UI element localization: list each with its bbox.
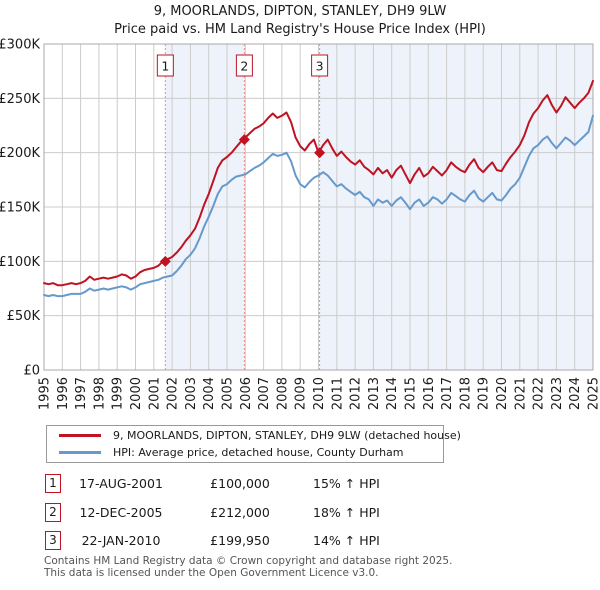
x-axis-label: 2007 — [257, 377, 272, 410]
x-axis-label: 2005 — [221, 377, 236, 410]
transaction-row: 3 22-JAN-2010 £199,950 14% ↑ HPI — [0, 531, 600, 550]
y-axis-label: £0 — [23, 364, 40, 379]
x-axis-label: 2015 — [404, 377, 419, 410]
x-axis-label: 2006 — [239, 377, 254, 410]
x-axis-label: 2009 — [294, 377, 309, 410]
sale-marker-label: 2 — [240, 59, 248, 74]
x-axis-label: 2004 — [202, 377, 217, 410]
sale-marker-label: 1 — [161, 59, 169, 74]
x-axis-label: 2022 — [532, 377, 547, 410]
x-axis-label: 2021 — [513, 377, 528, 410]
hpi-series-line — [43, 114, 594, 298]
x-axis-label: 2000 — [129, 377, 144, 410]
x-axis-label: 2024 — [568, 377, 583, 410]
footer-line-2: This data is licensed under the Open Gov… — [44, 567, 379, 579]
x-axis-label: 2023 — [550, 377, 565, 410]
legend-label: 9, MOORLANDS, DIPTON, STANLEY, DH9 9LW (… — [113, 429, 461, 442]
x-axis-label: 2018 — [458, 377, 473, 410]
sale-marker-label-box — [235, 54, 253, 77]
transaction-row: 1 17-AUG-2001 £100,000 15% ↑ HPI — [0, 474, 600, 493]
y-axis-label: £300K — [0, 38, 40, 53]
x-axis-label: 2025 — [587, 377, 600, 410]
x-axis-label: 2003 — [184, 377, 199, 410]
x-axis-label: 1998 — [92, 377, 107, 410]
transaction-price: £199,950 — [210, 533, 270, 548]
x-axis-label: 2013 — [367, 377, 382, 410]
transaction-row: 2 12-DEC-2005 £212,000 18% ↑ HPI — [0, 503, 600, 522]
x-axis-label: 2011 — [330, 377, 345, 410]
legend-label: HPI: Average price, detached house, Coun… — [113, 446, 404, 459]
x-axis-label: 2017 — [440, 377, 455, 410]
transaction-price: £100,000 — [210, 476, 270, 491]
chart-title: 9, MOORLANDS, DIPTON, STANLEY, DH9 9LW — [153, 4, 447, 19]
x-axis-label: 2014 — [385, 377, 400, 410]
x-axis-label: 2010 — [312, 377, 327, 410]
sale-marker-diamond — [159, 255, 171, 267]
sale-marker-label: 3 — [316, 59, 324, 74]
chart-subtitle: Price paid vs. HM Land Registry's House … — [114, 22, 486, 37]
x-axis-label: 1997 — [74, 377, 89, 410]
transaction-number-badge: 2 — [45, 503, 61, 522]
sale-marker-diamond — [238, 134, 250, 146]
transaction-date: 22-JAN-2010 — [81, 533, 161, 548]
y-axis-label: £200K — [0, 146, 40, 161]
y-axis-label: £50K — [7, 309, 41, 324]
x-axis-label: 2002 — [166, 377, 181, 410]
transaction-date: 17-AUG-2001 — [79, 476, 163, 491]
x-axis-label: 1996 — [56, 377, 71, 410]
x-axis-label: 2016 — [422, 377, 437, 410]
transaction-hpi-change: 15% ↑ HPI — [313, 476, 380, 491]
sale-marker-label-box — [311, 54, 329, 77]
x-axis-label: 2019 — [477, 377, 492, 410]
chart-legend: 9, MOORLANDS, DIPTON, STANLEY, DH9 9LW (… — [46, 425, 461, 463]
x-axis-label: 2008 — [275, 377, 290, 410]
y-axis-label: £150K — [0, 201, 40, 216]
footer-line-1: Contains HM Land Registry data © Crown c… — [44, 555, 453, 567]
property-line-swatch — [59, 434, 101, 437]
x-axis-label: 1995 — [38, 377, 53, 410]
x-axis-label: 2020 — [495, 377, 510, 410]
transaction-hpi-change: 14% ↑ HPI — [313, 533, 380, 548]
transaction-date: 12-DEC-2005 — [79, 505, 163, 520]
x-axis-label: 2001 — [147, 377, 162, 410]
transaction-hpi-change: 18% ↑ HPI — [313, 505, 380, 520]
sale-marker-diamond — [314, 147, 326, 159]
x-axis-label: 1999 — [111, 377, 126, 410]
legend-row: 9, MOORLANDS, DIPTON, STANLEY, DH9 9LW (… — [59, 427, 461, 444]
transaction-number-badge: 1 — [45, 474, 61, 493]
y-axis-label: £100K — [0, 255, 40, 270]
transaction-number-badge: 3 — [45, 531, 61, 550]
hpi-line-swatch — [59, 451, 101, 454]
plot-border — [43, 43, 594, 371]
footer-attribution: Contains HM Land Registry data © Crown c… — [44, 555, 452, 579]
x-axis-label: 2012 — [349, 377, 364, 410]
legend-row: HPI: Average price, detached house, Coun… — [59, 444, 443, 461]
transaction-price: £212,000 — [210, 505, 270, 520]
y-axis-label: £250K — [0, 92, 40, 107]
sale-marker-label-box — [156, 54, 174, 77]
